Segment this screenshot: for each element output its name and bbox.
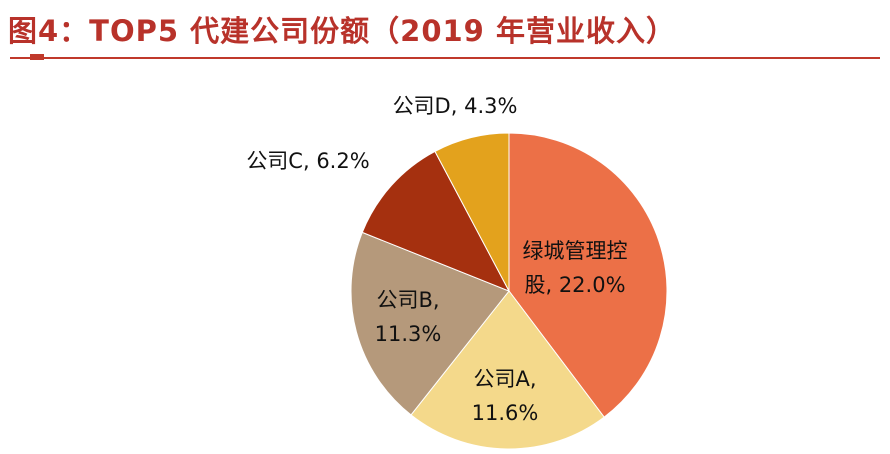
pie-slice-2 [410, 290, 605, 450]
pie-labels: 绿城管理控股, 22.0% 公司A, 11.6% 公司B, 11.3% 公司C, 6.2%… [246, 94, 627, 425]
pie-slice-label-line: 公司A, [473, 367, 536, 391]
pie-slice-label-1: 绿城管理控股, 22.0% [523, 239, 628, 297]
pie-slice-label-line: 股, 22.0% [524, 273, 625, 297]
pie-slice-label-line: 公司D, 4.3% [393, 94, 518, 118]
pie-slices [350, 132, 668, 450]
title-divider [10, 57, 880, 59]
pie-slice-label-line: 公司C, 6.2% [246, 149, 369, 173]
pie-slice-label-line: 11.3% [375, 322, 442, 346]
pie-slice-label-3: 公司B, 11.3% [375, 288, 442, 346]
pie-slice-label-line: 绿城管理控 [523, 239, 628, 263]
pie-slice-3 [350, 231, 510, 416]
pie-slice-1 [508, 132, 668, 418]
pie-slice-label-line: 11.6% [472, 401, 539, 425]
pie-slice-5 [434, 132, 510, 292]
pie-slice-label-5: 公司D, 4.3% [393, 94, 518, 118]
page-title: 图4：TOP5 代建公司份额（2019 年营业收入） [8, 14, 676, 48]
pie-slice-label-line: 公司B, [376, 288, 439, 312]
title-divider-accent [30, 54, 44, 60]
pie-slice-4 [361, 150, 511, 292]
pie-slice-label-2: 公司A, 11.6% [472, 367, 539, 425]
pie-slice-label-4: 公司C, 6.2% [246, 149, 369, 173]
